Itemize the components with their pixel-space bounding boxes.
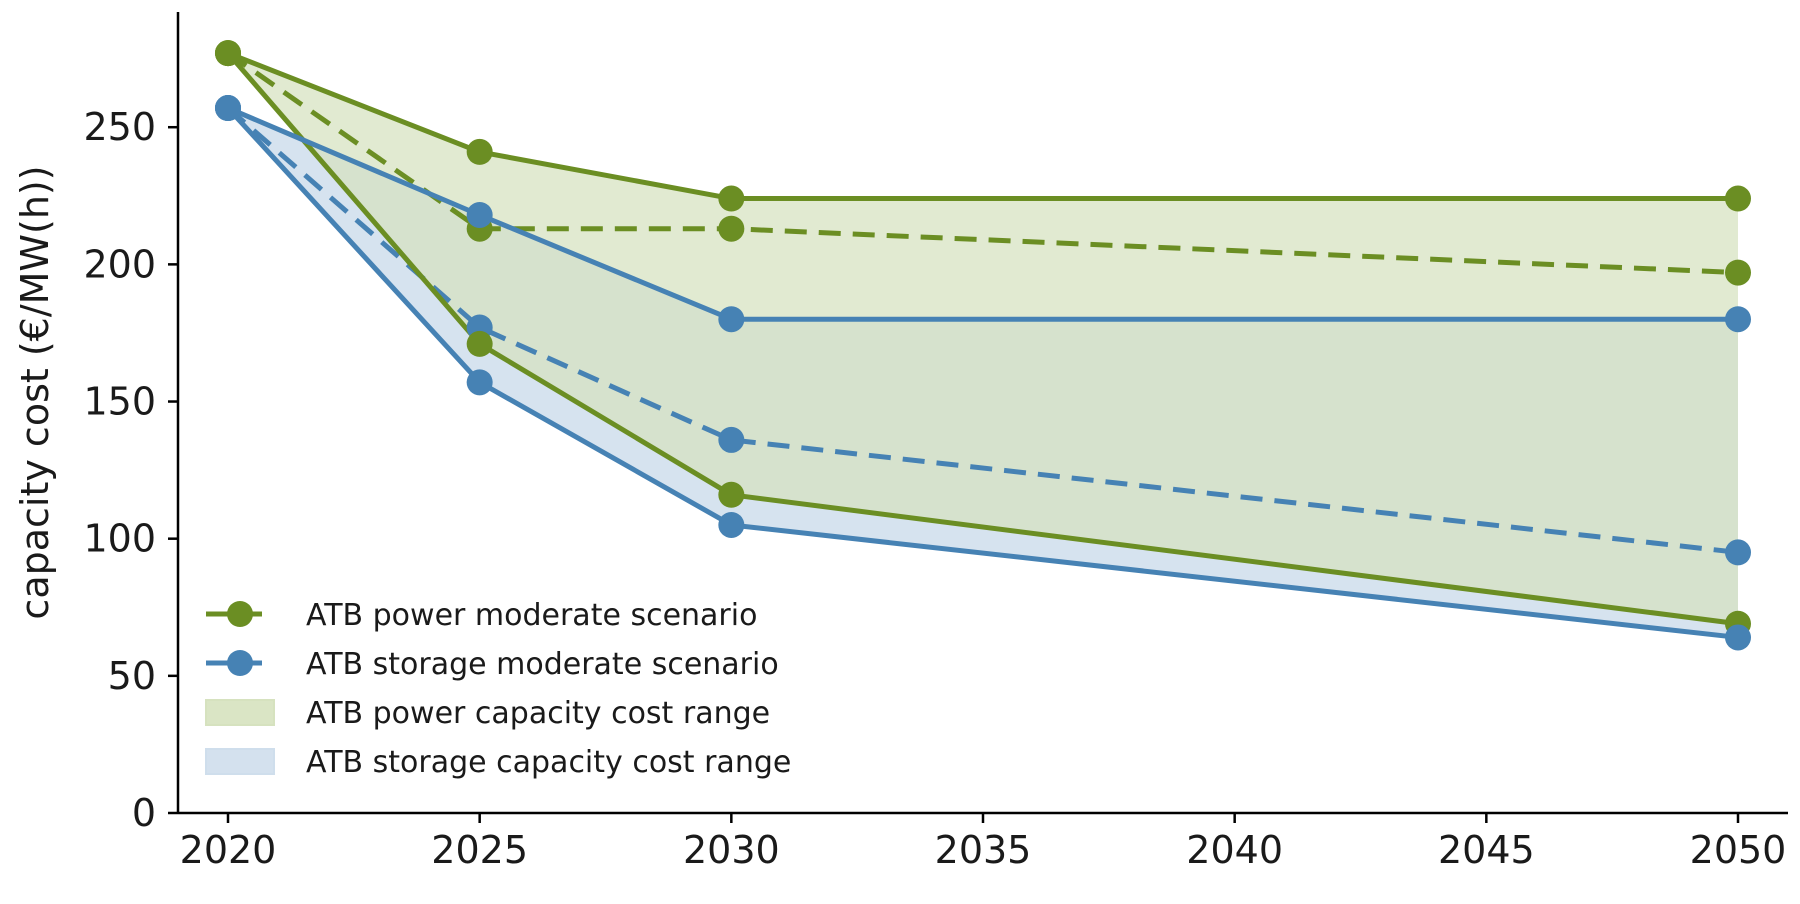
x-tick-label-2030: 2030 <box>683 828 780 872</box>
power-upper-bound-point-2050 <box>1725 185 1751 212</box>
x-tick-label-2020: 2020 <box>180 828 277 872</box>
y-axis-label: capacity cost (€/MW(h)) <box>13 165 57 619</box>
y-tick-label-250: 250 <box>83 105 156 149</box>
y-tick-label-0: 0 <box>132 791 156 835</box>
x-tick-label-2035: 2035 <box>935 828 1032 872</box>
storage-upper-bound-point-2050 <box>1725 306 1751 333</box>
power-moderate-line <box>226 51 1739 276</box>
series-lines <box>226 50 1739 640</box>
series-markers <box>215 40 1751 651</box>
storage-lower-bound-point-2030 <box>718 511 745 538</box>
legend-label-2: ATB power capacity cost range <box>306 696 770 731</box>
x-tick-label-2050: 2050 <box>1690 828 1787 872</box>
legend: ATB power moderate scenario ATB storage m… <box>205 598 791 780</box>
legend-storage-marker-swatch <box>227 650 253 676</box>
storage-moderate-point-2050 <box>1725 539 1751 566</box>
storage-lower-bound-point-2050 <box>1725 624 1751 651</box>
x-tick-label-2040: 2040 <box>1186 828 1283 872</box>
power-moderate-point-2030 <box>718 215 745 242</box>
power-upper-bound-line <box>227 50 1738 202</box>
storage-upper-bound-point-2030 <box>718 306 745 333</box>
x-tick-label-2025: 2025 <box>431 828 528 872</box>
y-tick-label-50: 50 <box>108 654 156 698</box>
power-range-fill <box>228 53 1738 624</box>
storage-upper-bound-point-2025 <box>466 201 493 228</box>
y-tick-label-150: 150 <box>83 380 156 424</box>
y-tick-label-100: 100 <box>83 517 156 561</box>
legend-power-marker-swatch <box>227 601 253 627</box>
y-axis-ticks: 0 50 100 150 200 250 <box>83 105 178 835</box>
power-lower-bound-point-2025 <box>466 330 493 357</box>
x-tick-label-2045: 2045 <box>1438 828 1535 872</box>
power-lower-bound-line <box>226 51 1739 627</box>
legend-storage-range-swatch <box>205 748 275 775</box>
legend-power-range-swatch <box>205 699 275 726</box>
power-lower-bound-point-2020 <box>215 40 241 67</box>
legend-label-3: ATB storage capacity cost range <box>306 745 791 780</box>
storage-upper-bound-line <box>227 105 1738 322</box>
axes: 2020 2025 2030 2035 2040 2045 2050 0 50 100 150 20… <box>13 12 1788 872</box>
range-fills <box>228 53 1738 638</box>
storage-lower-bound-point-2025 <box>466 369 493 396</box>
legend-label-0: ATB power moderate scenario <box>306 598 757 633</box>
legend-label-1: ATB storage moderate scenario <box>306 647 779 682</box>
power-upper-bound-point-2030 <box>718 185 745 212</box>
y-tick-label-200: 200 <box>83 242 156 286</box>
power-lower-bound-point-2030 <box>718 481 745 508</box>
storage-lower-bound-point-2020 <box>215 95 241 122</box>
storage-moderate-point-2030 <box>718 426 745 453</box>
power-moderate-point-2050 <box>1725 259 1751 286</box>
x-axis-ticks: 2020 2025 2030 2035 2040 2045 2050 <box>180 813 1787 872</box>
power-upper-bound-point-2025 <box>466 138 493 165</box>
storage-lower-bound-line <box>226 106 1739 640</box>
